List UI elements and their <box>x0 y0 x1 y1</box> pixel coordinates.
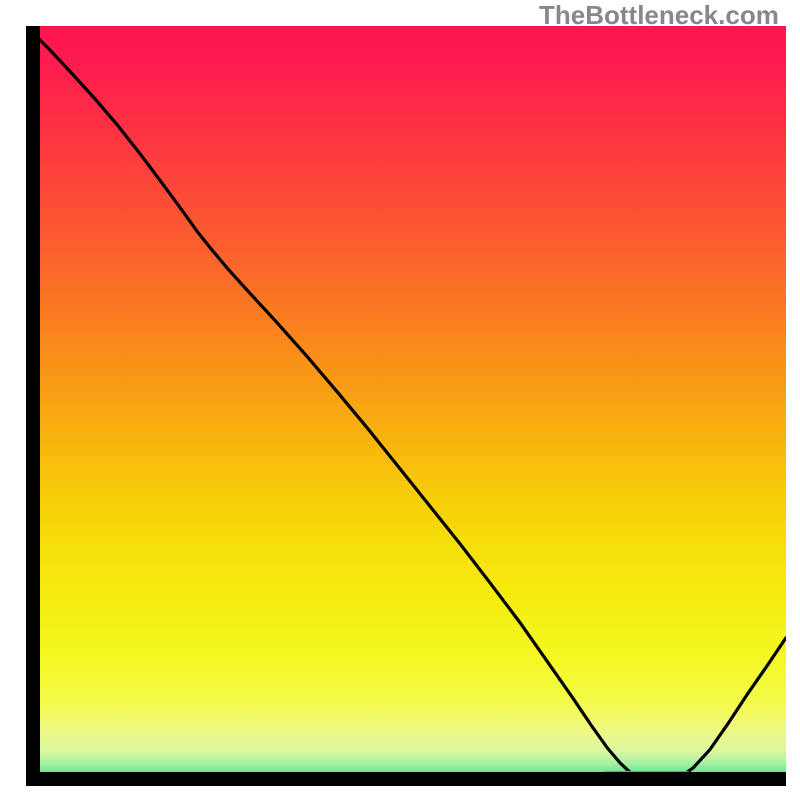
plot-bg-gradient <box>26 26 786 786</box>
chart-root: { "image": { "width": 800, "height": 800… <box>0 0 800 800</box>
y-axis-border <box>26 26 40 786</box>
plot-area <box>26 26 786 786</box>
x-axis-border <box>26 772 786 786</box>
plot-svg <box>26 26 786 786</box>
